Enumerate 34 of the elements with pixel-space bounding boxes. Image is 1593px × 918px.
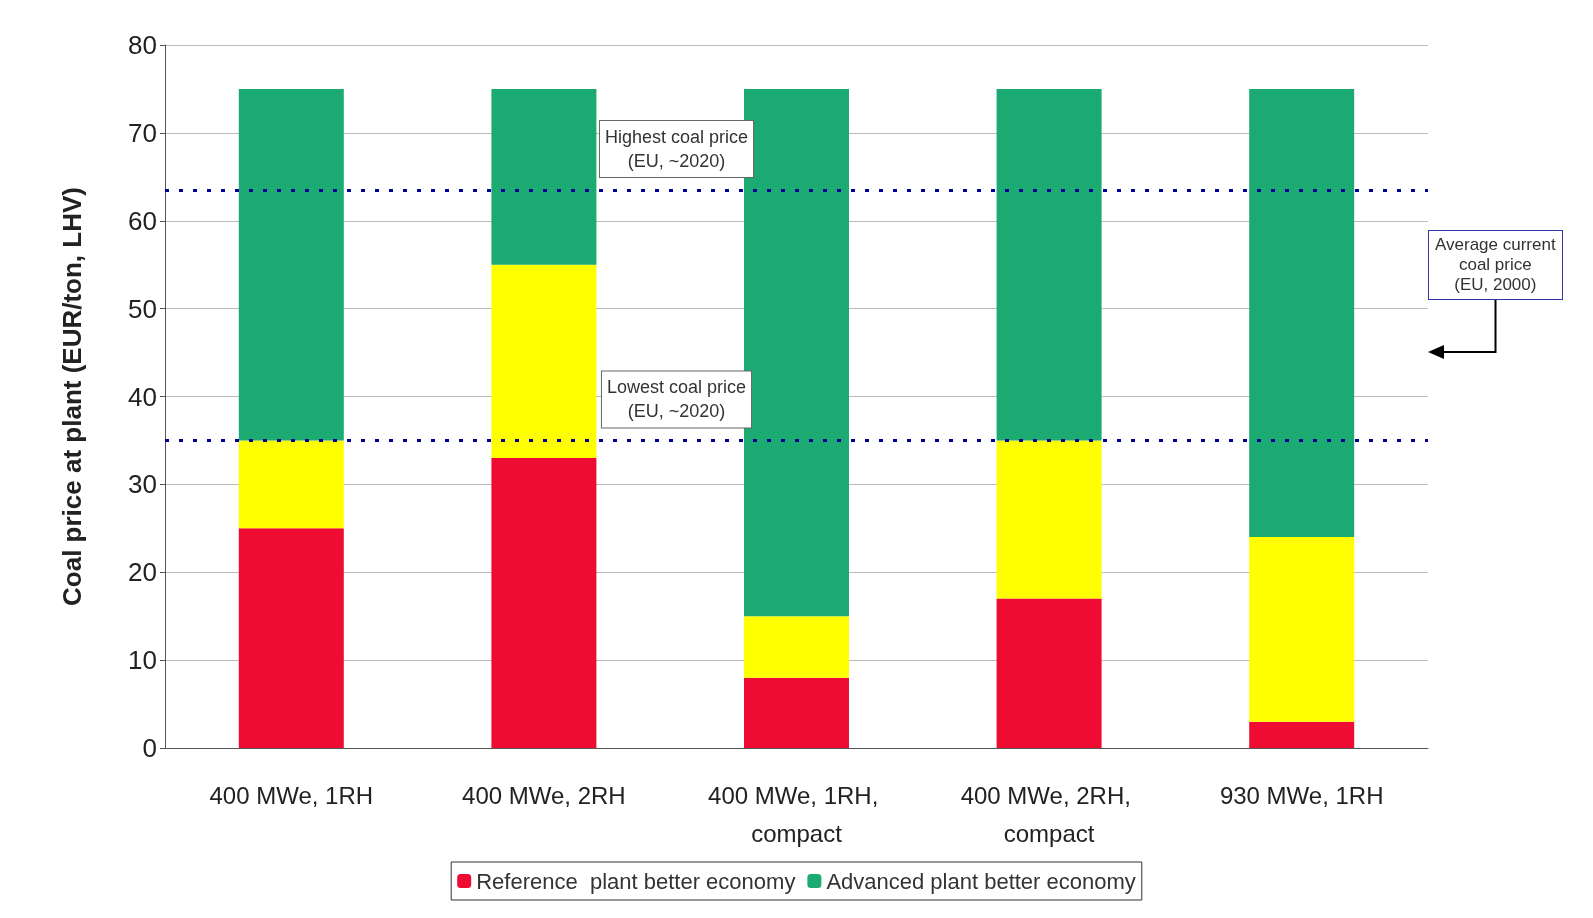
y-tick-label: 80 <box>128 30 157 60</box>
legend-label: Reference plant better economy <box>476 868 796 894</box>
bar <box>1249 88 1355 538</box>
y-tick-label: 70 <box>128 117 157 148</box>
bar <box>491 458 597 748</box>
bar <box>744 616 849 678</box>
y-tick-label: 0 <box>142 733 157 763</box>
bar <box>491 264 597 459</box>
bar <box>996 598 1102 748</box>
x-tick-label: 400 MWe, 1RH, compact <box>708 781 885 847</box>
bar <box>1249 537 1355 722</box>
y-tick-label: 50 <box>128 293 157 324</box>
legend-label: Advanced plant better economy <box>826 868 1136 894</box>
bar <box>744 677 849 748</box>
bar <box>238 88 344 441</box>
y-axis-title: Coal price at plant (EUR/ton, LHV) <box>57 187 87 606</box>
bar <box>996 440 1102 599</box>
bar <box>1249 721 1355 748</box>
y-tick-label: 20 <box>128 557 157 588</box>
ref-line-label: Highest coal price (EU, ~2020) <box>604 126 749 171</box>
bar <box>238 440 344 529</box>
text: Average current coal price (EU, 2000) <box>1428 230 1563 300</box>
x-tick-label: 400 MWe, 2RH, compact <box>960 781 1138 847</box>
bar <box>238 528 344 748</box>
bar <box>996 88 1102 441</box>
x-tick-label: 930 MWe, 1RH <box>1219 781 1384 809</box>
bar <box>491 88 597 265</box>
y-tick-label: 60 <box>128 205 157 236</box>
x-tick-label: 400 MWe, 1RH <box>209 781 374 809</box>
y-tick-label: 30 <box>128 469 157 500</box>
y-tick-label: 40 <box>128 381 157 412</box>
ref-line-label: Lowest coal price (EU, ~2020) <box>606 377 747 422</box>
x-tick-label: 400 MWe, 2RH <box>462 781 626 809</box>
y-tick-label: 10 <box>128 645 157 676</box>
